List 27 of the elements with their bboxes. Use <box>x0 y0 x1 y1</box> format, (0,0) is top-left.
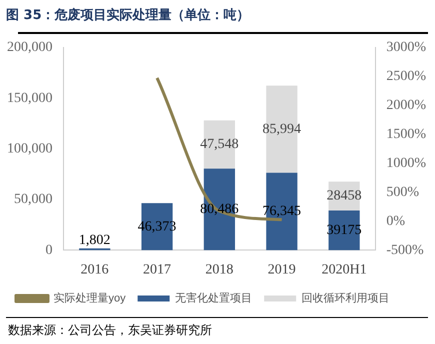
y2-tick-label: 1000% <box>386 156 426 171</box>
source-note: 数据来源：公司公告，东吴证券研究所 <box>8 322 212 339</box>
data-label: 47,548 <box>200 137 239 152</box>
y-tick-label: 150,000 <box>7 90 52 106</box>
y2-tick-label: 500% <box>386 184 420 200</box>
y2-tick-label: 1500% <box>386 126 426 142</box>
y2-tick-label: 2500% <box>386 69 426 84</box>
x-tick-label: 2017 <box>143 262 172 278</box>
legend-label: 无害化处置项目 <box>175 292 252 305</box>
x-tick-label: 2019 <box>268 262 296 278</box>
y2-tick-label: 3000% <box>386 40 426 56</box>
data-label: 1,802 <box>78 233 110 248</box>
data-label: 85,994 <box>262 122 302 137</box>
data-label: 28458 <box>326 188 362 204</box>
y2-tick-label: 0% <box>386 214 406 229</box>
y2-tick-label: -500% <box>386 242 424 258</box>
x-tick-label: 2016 <box>80 262 109 278</box>
y-tick-label: 100,000 <box>7 141 52 156</box>
x-tick-label: 2018 <box>205 262 234 278</box>
legend-label: 实际处理量yoy <box>54 292 126 305</box>
x-tick-label: 2020H1 <box>322 262 367 278</box>
y-tick-label: 50,000 <box>14 192 52 208</box>
legend-label: 回收循环利用项目 <box>302 292 390 305</box>
chart-title: 图 35：危废项目实际处理量（单位：吨） <box>6 6 250 24</box>
y-tick-label: 200,000 <box>7 40 52 56</box>
y2-tick-label: 2000% <box>386 98 426 114</box>
y-tick-label: 0 <box>46 242 52 258</box>
